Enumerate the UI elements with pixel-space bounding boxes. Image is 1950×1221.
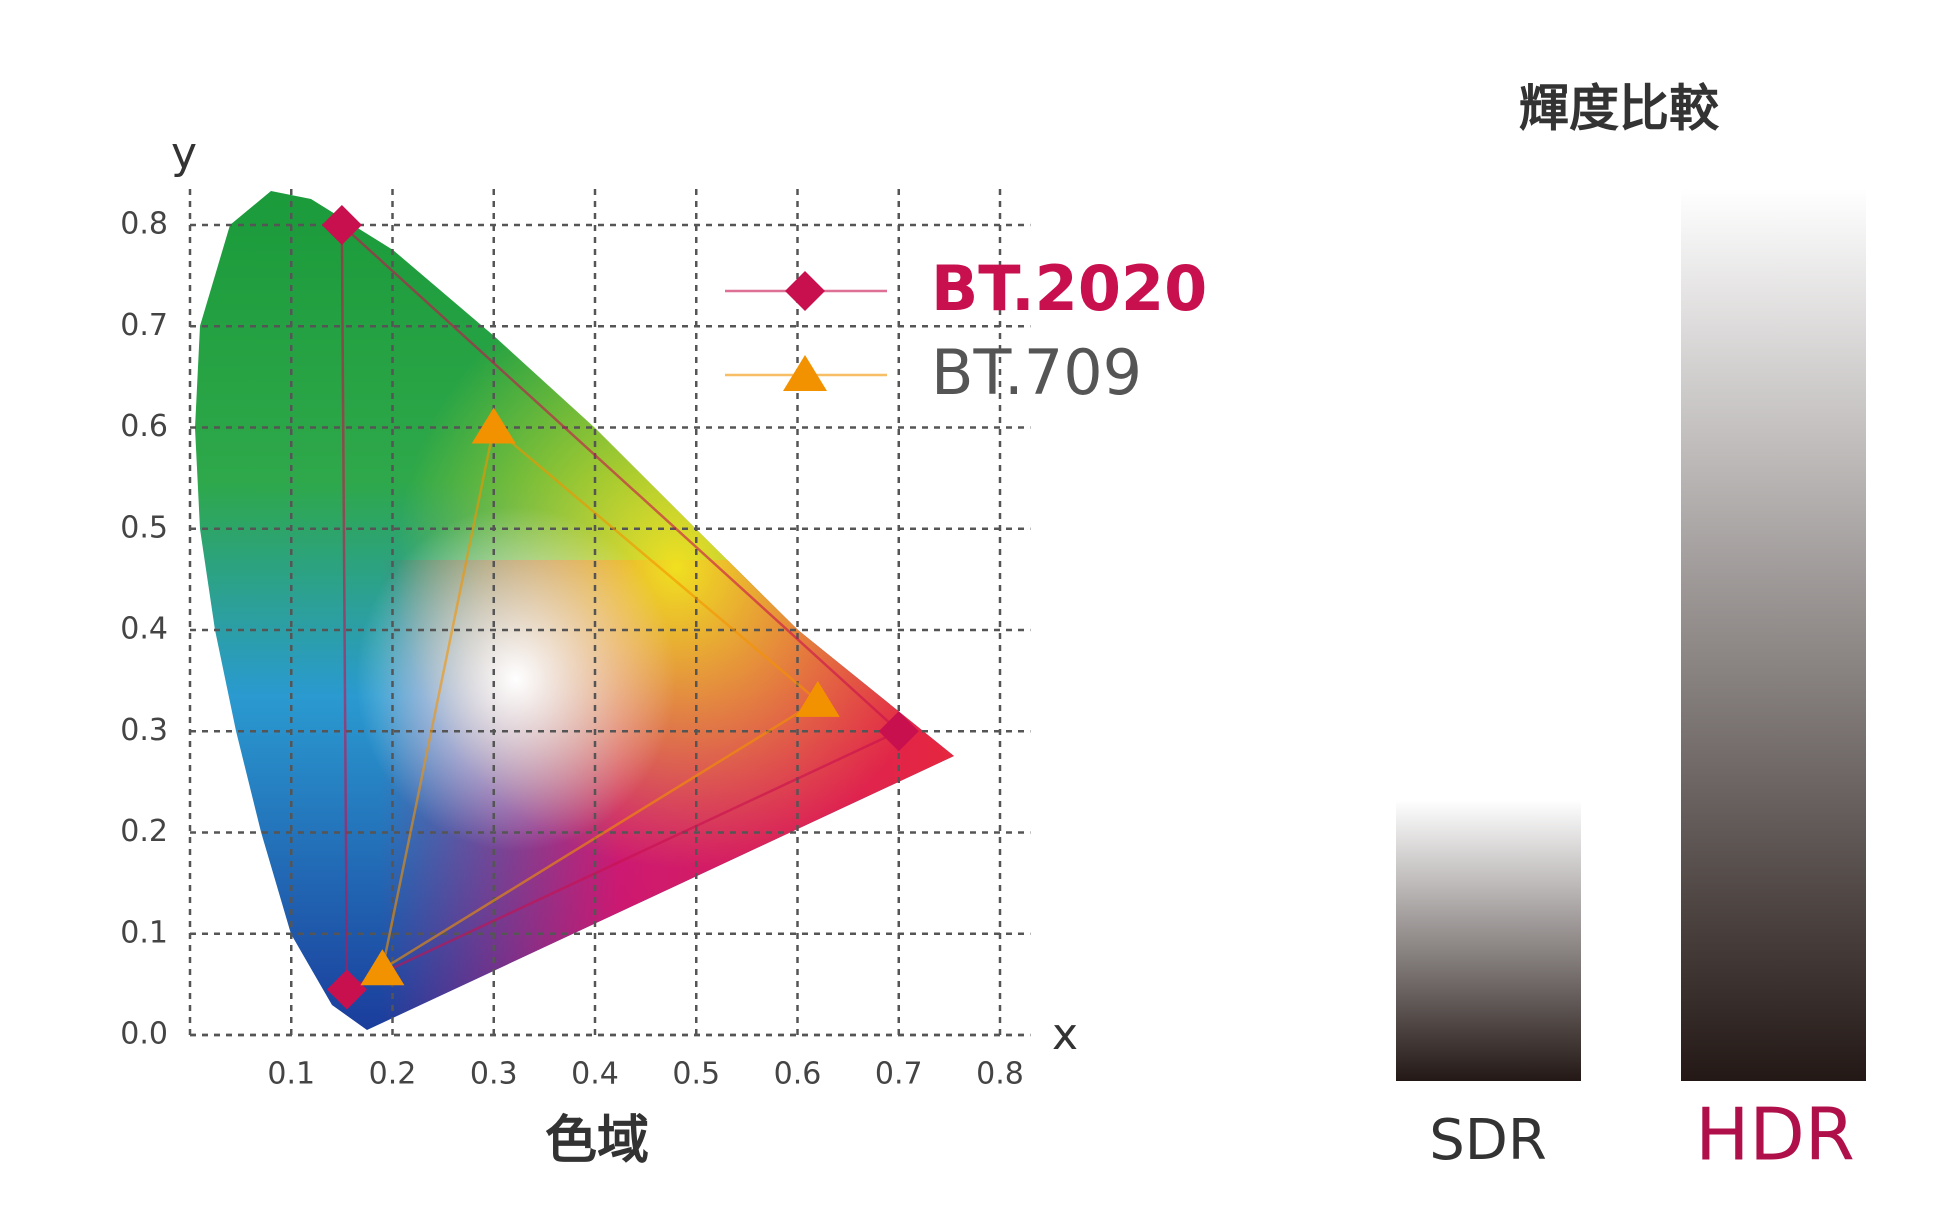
y-tick-label: 0.2 (120, 814, 168, 849)
x-tick-label: 0.6 (774, 1057, 822, 1092)
y-tick-label: 0.4 (120, 612, 168, 647)
hdr-bar (1681, 188, 1866, 1081)
legend-marker (785, 271, 825, 311)
x-tick-label: 0.1 (267, 1057, 315, 1092)
luminance-title: 輝度比較 (1519, 80, 1720, 138)
y-tick-label: 0.7 (120, 308, 168, 343)
y-tick-label: 0.5 (120, 510, 168, 545)
legend-marker (783, 355, 827, 391)
y-tick-label: 0.8 (120, 207, 168, 242)
y-tick-label: 0.1 (120, 915, 168, 950)
x-tick-label: 0.3 (470, 1057, 518, 1092)
x-tick-label: 0.5 (672, 1057, 720, 1092)
sdr-bar (1396, 800, 1581, 1081)
hdr-label: HDR (1695, 1093, 1855, 1177)
spectral-locus (195, 191, 954, 1030)
chart-title: 色域 (545, 1111, 649, 1171)
x-tick-label: 0.7 (875, 1057, 923, 1092)
legend-label: BT.709 (931, 336, 1142, 409)
x-axis-label: x (1052, 1009, 1078, 1060)
gamut-triangle (380, 425, 820, 972)
primary-point (321, 205, 362, 245)
primary-point (360, 949, 405, 986)
x-tick-label: 0.4 (571, 1057, 619, 1092)
x-tick-label: 0.2 (369, 1057, 417, 1092)
gamut-chart: 0.0 0.1 0.2 0.3 0.4 0.5 0.6 0.7 0.8 0.1 0.2 0.3 0.4 0… (120, 184, 1207, 1092)
primary-point (795, 680, 840, 717)
primary-point (326, 969, 367, 1010)
y-tick-label: 0.6 (120, 409, 168, 444)
legend-label: BT.2020 (931, 252, 1207, 325)
sdr-label: SDR (1429, 1108, 1547, 1173)
gamut-triangle (340, 222, 901, 992)
primary-point (878, 711, 919, 752)
x-tick-label: 0.8 (976, 1057, 1024, 1092)
y-tick-label: 0.3 (120, 713, 168, 748)
y-tick-label: 0.0 (120, 1017, 168, 1052)
primary-point (471, 407, 516, 444)
y-axis-label: y (171, 128, 197, 179)
